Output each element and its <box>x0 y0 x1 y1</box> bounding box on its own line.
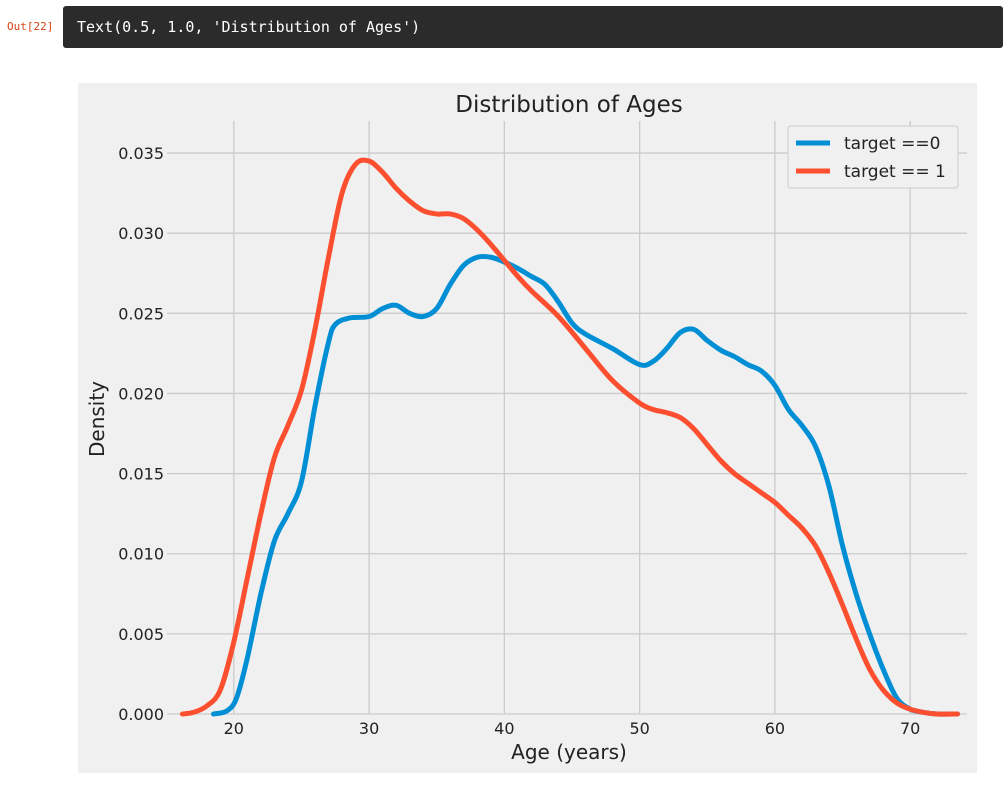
x-tick-label: 70 <box>900 719 920 738</box>
x-tick-labels: 20 30 40 50 60 70 <box>224 719 921 738</box>
y-tick-labels: 0.000 0.005 0.010 0.015 0.020 0.025 0.030 0.035 <box>118 144 164 724</box>
x-tick-label: 60 <box>765 719 785 738</box>
series-layer <box>179 157 961 717</box>
y-tick-label: 0.010 <box>118 545 164 564</box>
series-line-1 <box>179 157 961 717</box>
chart-figure: 20 30 40 50 60 70 0.000 0.005 0.010 0.015 0.020 0.… <box>78 83 977 773</box>
output-text-area: Text(0.5, 1.0, 'Distribution of Ages') <box>63 6 1003 48</box>
x-tick-label: 30 <box>359 719 379 738</box>
y-tick-label: 0.020 <box>118 384 164 403</box>
chart-title: Distribution of Ages <box>455 92 682 118</box>
legend: target ==0 target == 1 <box>787 125 959 189</box>
x-tick-label: 50 <box>629 719 649 738</box>
y-axis-label: Density <box>85 381 109 457</box>
x-tick-label: 20 <box>224 719 244 738</box>
legend-box <box>787 125 959 189</box>
y-tick-label: 0.025 <box>118 304 164 323</box>
y-tick-label: 0.035 <box>118 144 164 163</box>
y-tick-label: 0.030 <box>118 224 164 243</box>
y-tick-label: 0.005 <box>118 625 164 644</box>
density-chart: 20 30 40 50 60 70 0.0000.0050.0100.0150.0200.… <box>85 92 967 764</box>
legend-label-series-1: target == 1 <box>844 162 946 182</box>
x-axis-label: Age (years) <box>511 740 627 764</box>
series-line-0 <box>211 253 961 717</box>
y-tick-label: 0.000 <box>118 705 164 724</box>
legend-label-series-0: target ==0 <box>844 134 940 154</box>
output-prompt: Out[22] <box>7 20 54 33</box>
y-tick-label: 0.015 <box>118 465 164 484</box>
output-text: Text(0.5, 1.0, 'Distribution of Ages') <box>77 18 421 36</box>
x-tick-label: 40 <box>494 719 514 738</box>
grid-layer <box>167 121 967 715</box>
